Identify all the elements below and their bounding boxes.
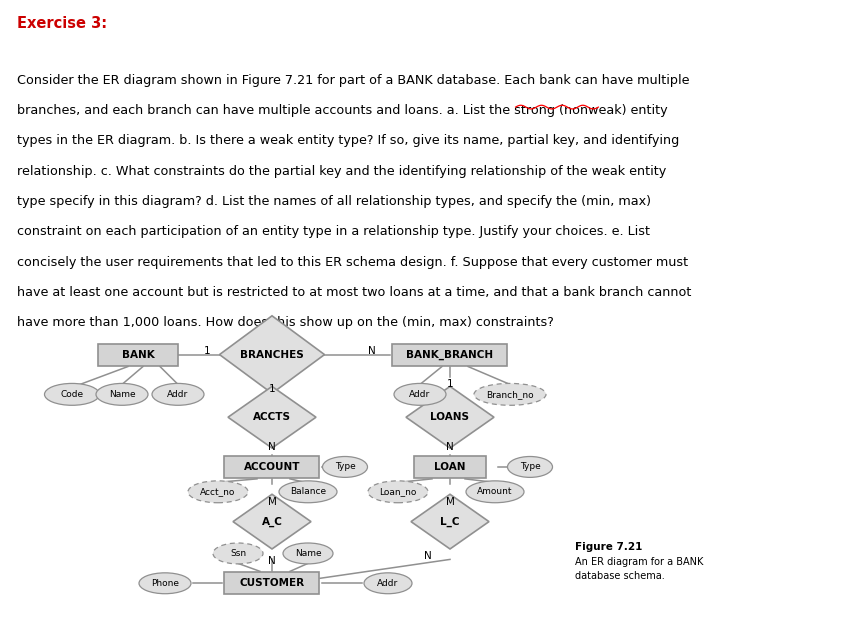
Polygon shape xyxy=(411,494,488,549)
Text: ACCOUNT: ACCOUNT xyxy=(244,462,300,472)
Ellipse shape xyxy=(466,481,523,503)
Text: Amount: Amount xyxy=(477,487,512,497)
Text: N: N xyxy=(446,442,454,452)
Text: 1: 1 xyxy=(269,384,275,394)
Text: Loan_no: Loan_no xyxy=(379,487,416,497)
Text: Branch_no: Branch_no xyxy=(486,390,533,399)
Text: BRANCHES: BRANCHES xyxy=(240,350,304,360)
Polygon shape xyxy=(406,386,493,448)
Text: M: M xyxy=(445,497,454,507)
Text: types in the ER diagram. b. Is there a weak entity type? If so, give its name, p: types in the ER diagram. b. Is there a w… xyxy=(17,134,678,147)
Ellipse shape xyxy=(139,573,191,594)
Text: database schema.: database schema. xyxy=(574,571,664,581)
Text: concisely the user requirements that led to this ER schema design. f. Suppose th: concisely the user requirements that led… xyxy=(17,256,688,269)
Text: Balance: Balance xyxy=(289,487,325,497)
Text: LOAN: LOAN xyxy=(434,462,465,472)
Text: M: M xyxy=(267,497,276,507)
Text: Consider the ER diagram shown in Figure 7.21 for part of a BANK database. Each b: Consider the ER diagram shown in Figure … xyxy=(17,74,689,86)
Text: Addr: Addr xyxy=(167,390,189,399)
Text: BANK_BRANCH: BANK_BRANCH xyxy=(406,350,493,360)
Text: N: N xyxy=(368,346,375,356)
Text: Name: Name xyxy=(108,390,135,399)
Text: Code: Code xyxy=(60,390,84,399)
Text: Name: Name xyxy=(294,549,321,558)
Ellipse shape xyxy=(322,456,367,478)
Text: A_C: A_C xyxy=(261,517,282,527)
Polygon shape xyxy=(232,494,311,549)
Text: have at least one account but is restricted to at most two loans at a time, and : have at least one account but is restric… xyxy=(17,286,691,299)
Text: ACCTS: ACCTS xyxy=(253,412,291,422)
FancyBboxPatch shape xyxy=(413,456,486,478)
Ellipse shape xyxy=(368,481,428,503)
Text: Figure 7.21: Figure 7.21 xyxy=(574,541,641,551)
Ellipse shape xyxy=(282,543,332,564)
Ellipse shape xyxy=(279,481,337,503)
Text: Type: Type xyxy=(334,463,355,471)
Text: constraint on each participation of an entity type in a relationship type. Justi: constraint on each participation of an e… xyxy=(17,225,649,239)
Ellipse shape xyxy=(507,456,552,478)
Text: Phone: Phone xyxy=(151,579,179,587)
Text: have more than 1,000 loans. How does this show up on the (min, max) constraints?: have more than 1,000 loans. How does thi… xyxy=(17,316,554,329)
Ellipse shape xyxy=(45,384,99,405)
Ellipse shape xyxy=(188,481,248,503)
Text: An ER diagram for a BANK: An ER diagram for a BANK xyxy=(574,557,703,567)
Ellipse shape xyxy=(213,543,263,564)
Text: Ssn: Ssn xyxy=(230,549,245,558)
FancyBboxPatch shape xyxy=(98,344,177,365)
Text: LOANS: LOANS xyxy=(430,412,469,422)
Text: L_C: L_C xyxy=(440,517,459,527)
Text: N: N xyxy=(268,442,276,452)
Ellipse shape xyxy=(96,384,148,405)
Polygon shape xyxy=(220,316,324,393)
Text: relationship. c. What constraints do the partial key and the identifying relatio: relationship. c. What constraints do the… xyxy=(17,165,666,177)
Ellipse shape xyxy=(152,384,204,405)
Text: Acct_no: Acct_no xyxy=(200,487,235,497)
Polygon shape xyxy=(228,386,316,448)
Text: Type: Type xyxy=(519,463,540,471)
Ellipse shape xyxy=(363,573,412,594)
Text: CUSTOMER: CUSTOMER xyxy=(239,578,304,588)
Ellipse shape xyxy=(393,384,445,405)
Text: Exercise 3:: Exercise 3: xyxy=(17,16,108,30)
Text: N: N xyxy=(268,557,276,567)
Text: type specify in this diagram? d. List the names of all relationship types, and s: type specify in this diagram? d. List th… xyxy=(17,195,650,208)
Text: 1: 1 xyxy=(203,346,210,356)
Text: N: N xyxy=(424,551,431,562)
FancyBboxPatch shape xyxy=(224,456,319,478)
FancyBboxPatch shape xyxy=(392,344,507,365)
Ellipse shape xyxy=(474,384,545,405)
FancyBboxPatch shape xyxy=(224,572,319,594)
Text: branches, and each branch can have multiple accounts and loans. a. List the stro: branches, and each branch can have multi… xyxy=(17,104,667,117)
Text: Addr: Addr xyxy=(377,579,398,587)
Text: Addr: Addr xyxy=(409,390,430,399)
Text: BANK: BANK xyxy=(121,350,154,360)
Text: 1: 1 xyxy=(446,379,453,389)
